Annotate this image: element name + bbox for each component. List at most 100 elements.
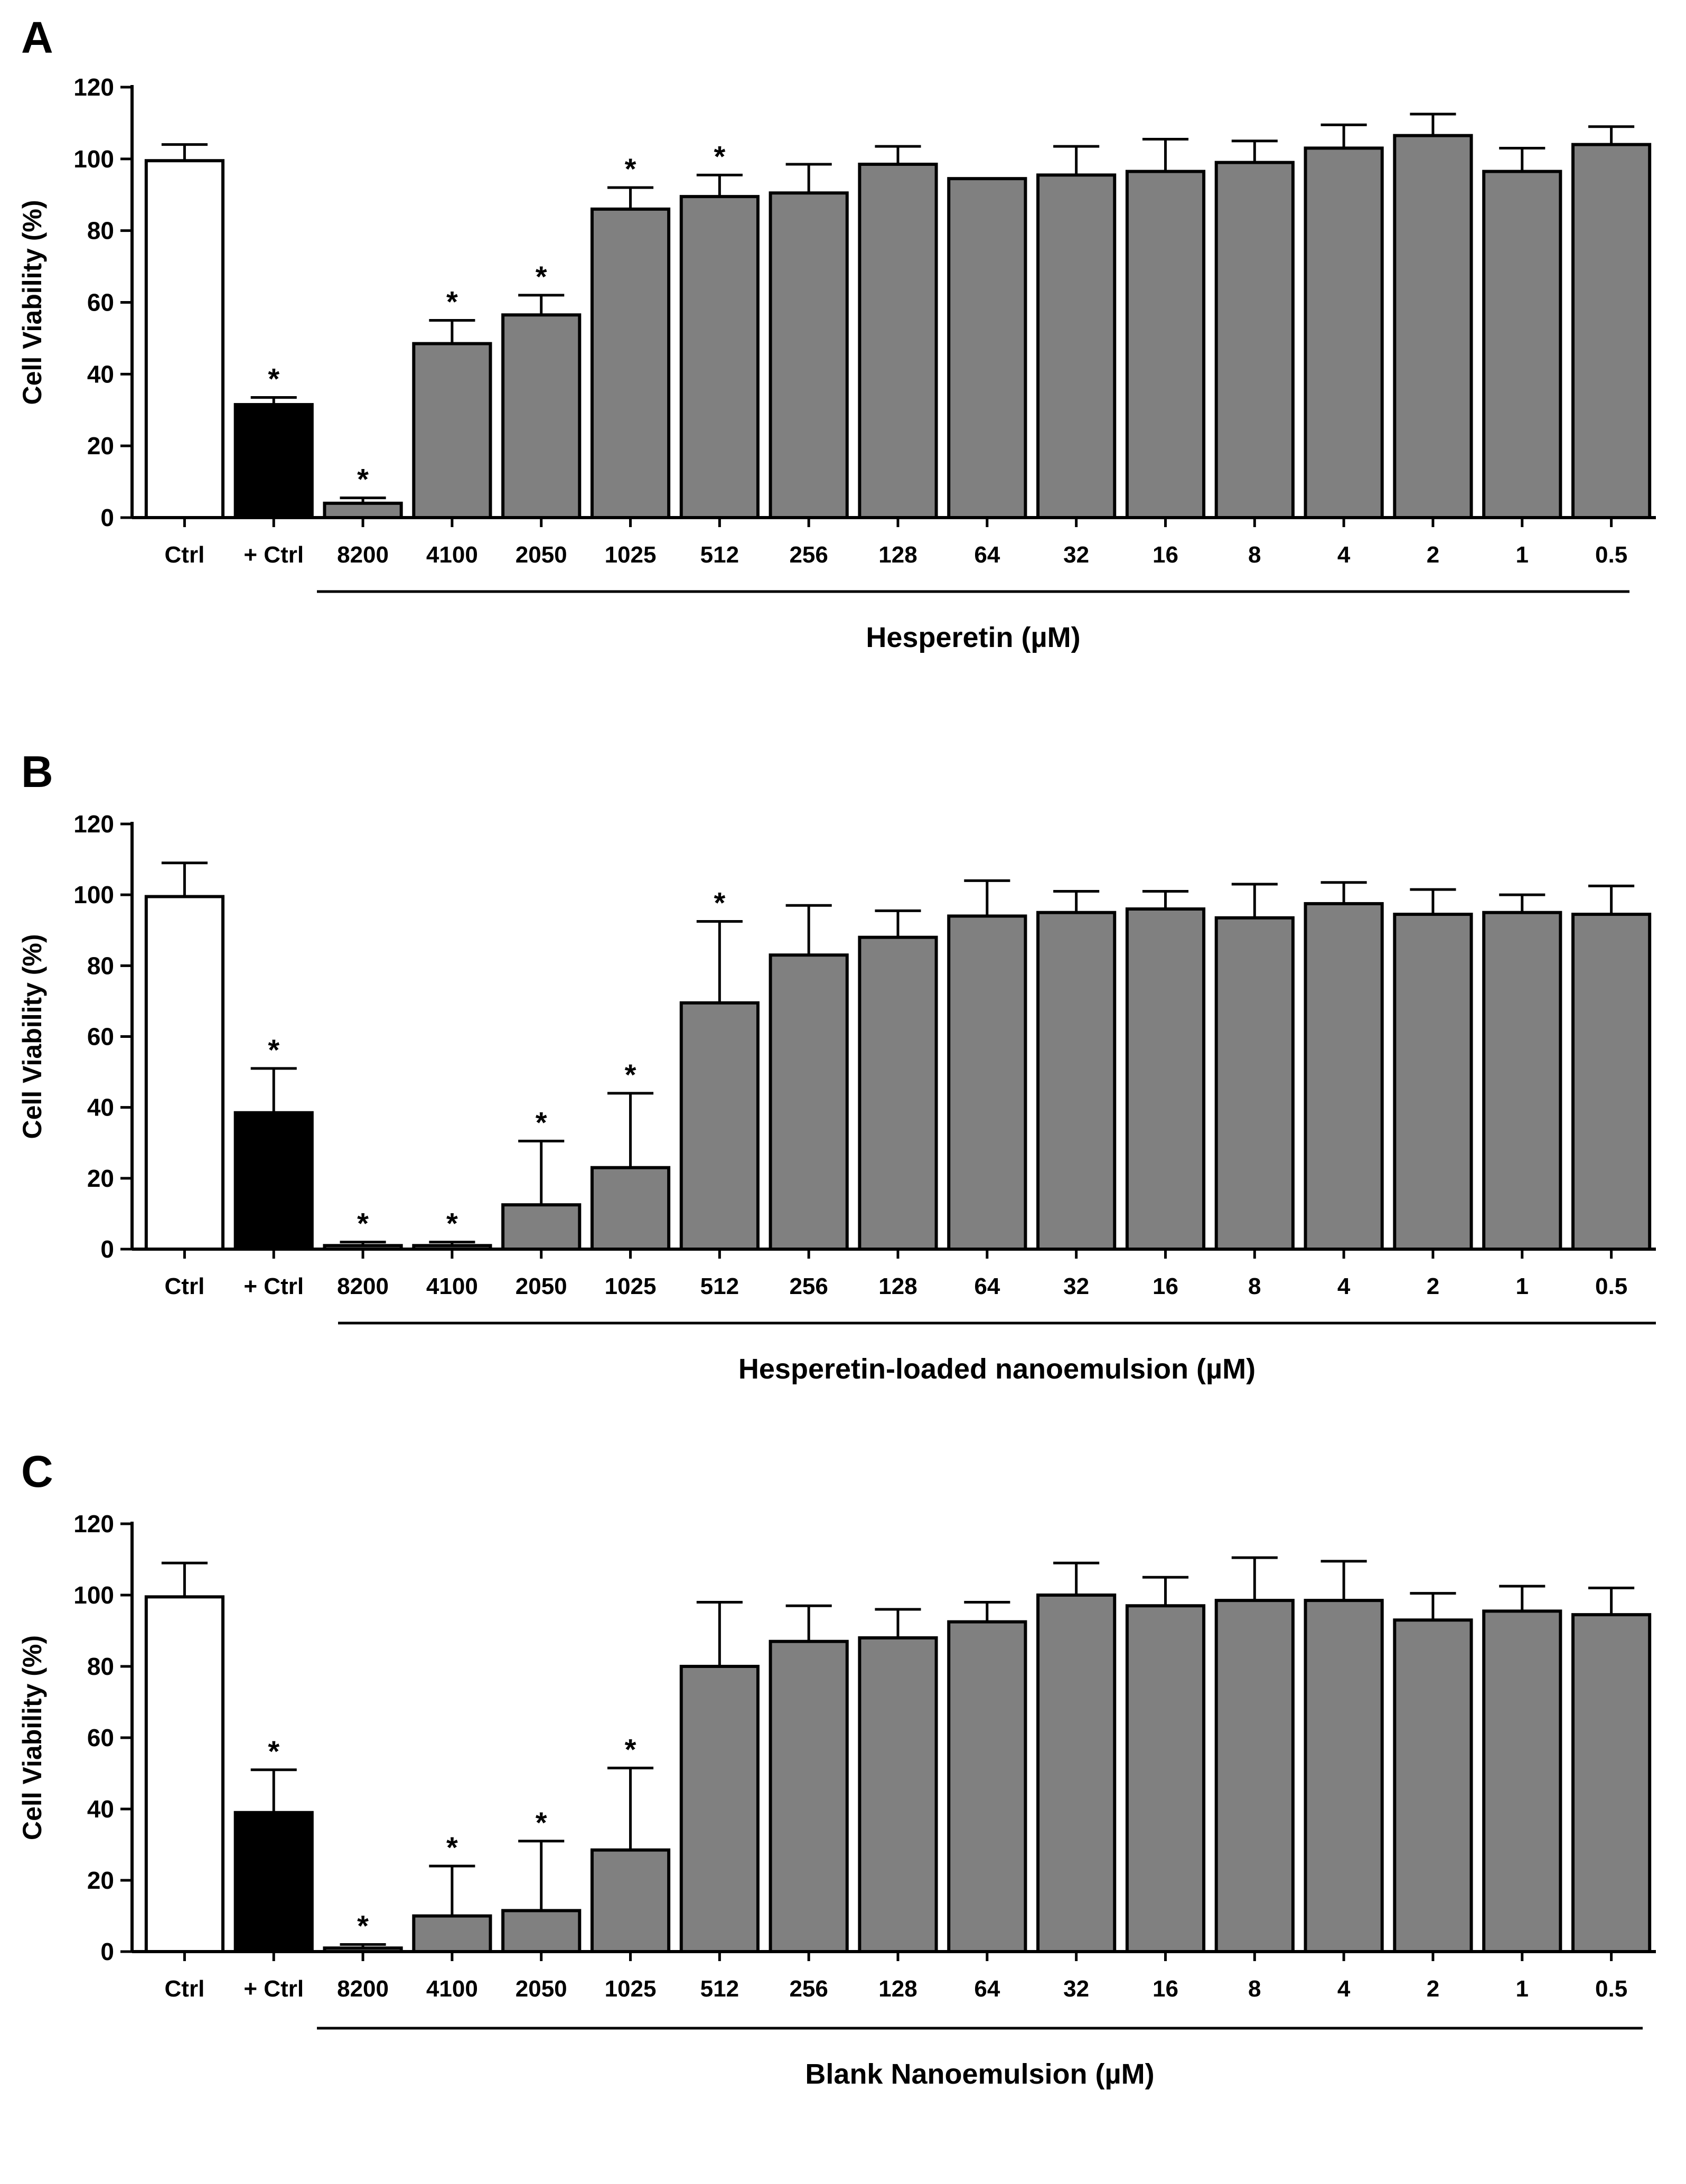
x-tick-label: 1 — [1516, 1976, 1529, 2002]
y-tick-label: 40 — [87, 360, 114, 388]
panel-letter: C — [21, 1447, 53, 1496]
x-tick-label: 8 — [1248, 542, 1261, 568]
significance-marker: * — [357, 463, 369, 496]
x-tick-label: 32 — [1063, 1273, 1089, 1299]
significance-marker: * — [714, 139, 725, 173]
x-tick-label: 32 — [1063, 1976, 1089, 2002]
y-tick-label: 120 — [73, 73, 114, 101]
x-tick-label: 8 — [1248, 1273, 1261, 1299]
significance-marker: * — [268, 1033, 279, 1066]
bar-8200 — [323, 501, 403, 519]
bar-32 — [1036, 911, 1117, 1251]
bar-1 — [1482, 1609, 1562, 1953]
x-tick-label: 64 — [974, 542, 1000, 568]
x-tick-label: + Ctrl — [243, 1273, 304, 1299]
x-tick-label: 8 — [1248, 1976, 1261, 2002]
y-axis-title: Cell Viability (%) — [17, 934, 47, 1139]
x-tick-label: 4 — [1337, 542, 1351, 568]
bar-4100 — [412, 1914, 492, 1953]
x-axis-title: Hesperetin (µM) — [866, 622, 1080, 653]
x-tick-label: 16 — [1153, 1976, 1178, 2002]
x-tick-label: 1 — [1516, 1273, 1529, 1299]
x-tick-label: 64 — [974, 1976, 1000, 2002]
y-tick-label: 80 — [87, 952, 114, 979]
significance-marker: * — [714, 886, 725, 919]
bar-ctrl — [233, 1111, 314, 1251]
x-tick-label: 256 — [789, 1273, 828, 1299]
bar-05 — [1571, 1613, 1652, 1953]
x-tick-label: 1025 — [605, 542, 657, 568]
bar-2 — [1393, 134, 1473, 519]
bar-128 — [858, 163, 938, 520]
x-tick-label: 1 — [1516, 542, 1529, 568]
x-axis-title: Hesperetin-loaded nanoemulsion (µM) — [738, 1353, 1256, 1385]
x-tick-label: Ctrl — [165, 1976, 205, 2002]
bar-2 — [1393, 913, 1473, 1251]
y-tick-label: 20 — [87, 1867, 114, 1894]
bar-2 — [1393, 1618, 1473, 1953]
x-tick-label: 64 — [974, 1273, 1000, 1299]
bar-8 — [1214, 916, 1295, 1251]
x-tick-label: 16 — [1153, 1273, 1178, 1299]
x-tick-label: 4100 — [426, 1976, 478, 2002]
significance-marker: * — [536, 1105, 547, 1139]
bar-4100 — [412, 342, 492, 520]
x-tick-label: 2050 — [516, 1976, 567, 2002]
y-tick-label: 20 — [87, 432, 114, 460]
significance-marker: * — [357, 1909, 369, 1943]
bar-8 — [1214, 161, 1295, 519]
x-tick-label: + Ctrl — [243, 1976, 304, 2002]
significance-marker: * — [446, 1207, 458, 1240]
bar-2050 — [501, 1203, 582, 1251]
x-tick-label: 128 — [878, 1273, 917, 1299]
x-tick-label: 2050 — [516, 1273, 567, 1299]
y-tick-label: 40 — [87, 1094, 114, 1121]
bar-16 — [1125, 1604, 1206, 1953]
y-tick-label: 60 — [87, 289, 114, 316]
bar-128 — [858, 935, 938, 1251]
bar-8200 — [323, 1244, 403, 1251]
bar-1 — [1482, 170, 1562, 519]
bar-256 — [769, 191, 849, 519]
significance-marker: * — [536, 1806, 547, 1839]
x-tick-label: 0.5 — [1595, 542, 1627, 568]
y-tick-label: 60 — [87, 1023, 114, 1051]
bar-512 — [679, 195, 760, 520]
y-tick-label: 40 — [87, 1795, 114, 1823]
x-tick-label: 1025 — [605, 1976, 657, 2002]
x-tick-label: 4100 — [426, 542, 478, 568]
bar-64 — [947, 1620, 1027, 1953]
x-tick-label: 512 — [700, 1976, 739, 2002]
panel-a: A 0 20 40 60 80 100 120 Cell Viability (%) Ctrl + … — [17, 13, 1656, 653]
x-tick-label: Ctrl — [165, 1273, 205, 1299]
significance-marker: * — [625, 152, 636, 185]
x-tick-label: + Ctrl — [243, 542, 304, 568]
y-tick-label: 100 — [73, 145, 114, 173]
x-tick-label: 4100 — [426, 1273, 478, 1299]
y-tick-label: 0 — [100, 1235, 114, 1263]
bar-2050 — [501, 1909, 582, 1953]
bar-4 — [1304, 146, 1384, 520]
bar-128 — [858, 1636, 938, 1953]
significance-marker: * — [625, 1732, 636, 1766]
bar-1 — [1482, 911, 1562, 1251]
x-tick-label: 256 — [789, 542, 828, 568]
x-tick-label: Ctrl — [165, 542, 205, 568]
x-tick-label: 8200 — [337, 1976, 389, 2002]
x-tick-label: 16 — [1153, 542, 1178, 568]
significance-marker: * — [536, 260, 547, 293]
y-tick-label: 60 — [87, 1724, 114, 1751]
significance-marker: * — [446, 285, 458, 318]
x-axis-title: Blank Nanoemulsion (µM) — [805, 2058, 1154, 2090]
bar-64 — [947, 914, 1027, 1251]
x-tick-label: 8200 — [337, 1273, 389, 1299]
bar-4 — [1304, 902, 1384, 1251]
bar-4 — [1304, 1599, 1384, 1953]
x-tick-label: 0.5 — [1595, 1273, 1627, 1299]
bar-05 — [1571, 143, 1652, 519]
bar-ctrl — [233, 1811, 314, 1953]
significance-marker: * — [625, 1058, 636, 1091]
x-tick-label: 128 — [878, 1976, 917, 2002]
x-tick-label: 512 — [700, 1273, 739, 1299]
y-axis-title: Cell Viability (%) — [17, 200, 47, 405]
